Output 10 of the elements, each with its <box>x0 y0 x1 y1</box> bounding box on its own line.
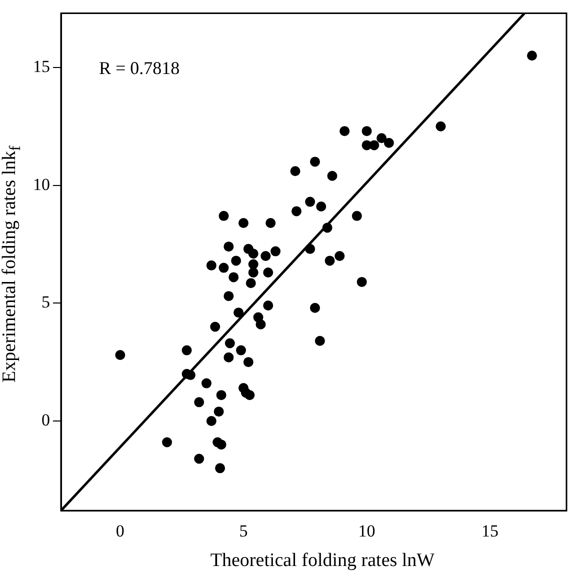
x-tick-label: 10 <box>358 521 376 540</box>
y-tick-label: 15 <box>33 56 50 76</box>
annotation: R = 0.7818 <box>99 58 180 78</box>
x-axis-title: Theoretical folding rates lnW <box>209 550 436 572</box>
y-tick-label: 10 <box>33 174 50 194</box>
y-tick-label: 5 <box>42 292 50 312</box>
x-tick-label: 5 <box>239 521 248 540</box>
y-tick-label: 0 <box>42 410 50 430</box>
x-tick-label: 15 <box>482 521 499 540</box>
x-tick-label: 0 <box>116 521 124 540</box>
